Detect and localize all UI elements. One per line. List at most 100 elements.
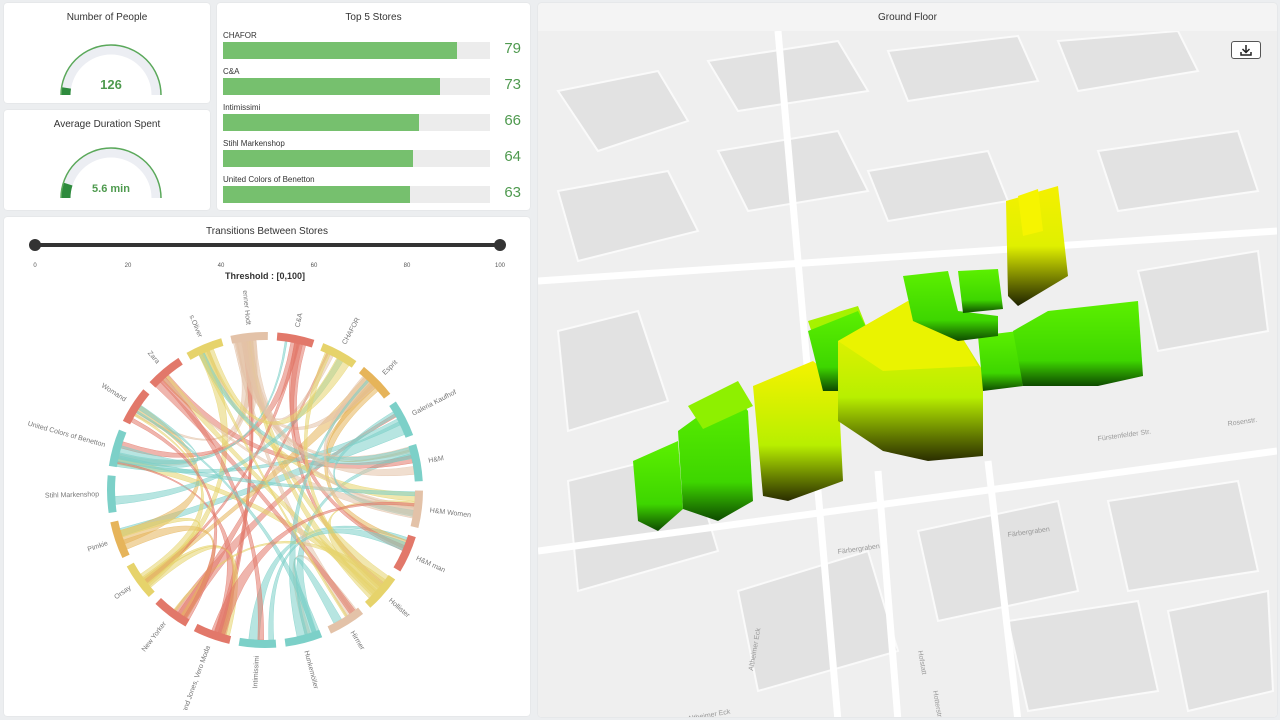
chord-store-label: H&M man (415, 555, 446, 574)
slider-tick-label: 60 (310, 263, 318, 269)
chord-group-arc[interactable] (122, 389, 150, 425)
top-stores-panel: Top 5 Stores CHAFOR 79 C&A 73 Intimissim… (217, 3, 530, 210)
chord-store-label: Esprit (381, 359, 399, 377)
duration-panel: Average Duration Spent 5.6 min (4, 110, 210, 210)
chord-store-label: Hollister (387, 597, 411, 619)
store-bar-label: Stihl Markenshop (223, 139, 285, 148)
heatmap-buildings[interactable] (633, 186, 1143, 531)
chord-group-arc[interactable] (389, 401, 414, 438)
store-bar-label: Intimissimi (223, 103, 261, 112)
chord-group-arc[interactable] (155, 598, 190, 627)
people-gauge-fill (61, 87, 72, 96)
threshold-slider-max-handle[interactable] (494, 239, 506, 251)
store-bar-row[interactable]: C&A 73 (223, 67, 521, 101)
chord-group-arc[interactable] (230, 332, 268, 344)
chord-store-label: Jack and Jones, Vero Moda (176, 645, 212, 710)
store-bar-fill (223, 114, 419, 131)
threshold-slider-min-handle[interactable] (29, 239, 41, 251)
slider-tick-label: 0 (33, 263, 37, 269)
chord-store-label: Hunkemöller (302, 650, 319, 690)
people-count-panel: Number of People 126 (4, 3, 210, 103)
chord-store-label: New Yorker (141, 620, 169, 653)
chord-store-label: Womand (100, 382, 127, 403)
duration-gauge-fill (61, 182, 73, 199)
store-bar-row[interactable]: United Colors of Benetton 63 (223, 175, 521, 209)
chord-store-label: Stihl Markenshop (45, 491, 99, 499)
chord-group-arc[interactable] (364, 574, 396, 608)
transitions-title: Transitions Between Stores (206, 226, 328, 237)
chord-group-arc[interactable] (393, 534, 416, 572)
people-count-value: 126 (100, 77, 122, 92)
chord-group-arc[interactable] (276, 332, 315, 348)
map-panel: Ground Floor (538, 3, 1277, 717)
people-gauge-outline (60, 44, 162, 96)
people-gauge: 126 (60, 44, 162, 96)
duration-gauge: 5.6 min (60, 147, 162, 199)
chord-group-arc[interactable] (107, 475, 117, 513)
download-icon (1240, 45, 1252, 56)
store-bar-track (223, 186, 490, 203)
chord-group-arc[interactable] (408, 443, 423, 482)
duration-gauge-outline (60, 147, 162, 199)
chord-store-label: Hirmer (348, 630, 365, 652)
store-bar-track (223, 150, 490, 167)
store-bar-value: 66 (504, 112, 521, 129)
chord-group-arc[interactable] (110, 520, 130, 559)
chord-store-label: Intimissimi (252, 655, 261, 688)
store-bar-label: C&A (223, 67, 240, 76)
store-bar-fill (223, 78, 440, 95)
store-bar-track (223, 42, 490, 59)
store-bar-row[interactable]: CHAFOR 79 (223, 31, 521, 65)
transitions-chord-diagram[interactable]: s.Oliver Brenner Hodt C&A CHAFOR Esprit Galer… (0, 290, 530, 710)
chord-group-arc[interactable] (193, 623, 232, 644)
threshold-slider-track[interactable] (35, 243, 500, 247)
threshold-label: Threshold : [0,100] (224, 271, 305, 281)
chord-group-arc[interactable] (149, 357, 183, 388)
download-button[interactable] (1231, 41, 1261, 59)
street-label: Hofstatt (916, 650, 927, 675)
chord-group-arc[interactable] (320, 343, 357, 368)
map-title: Ground Floor (878, 12, 937, 23)
street-label: Altheimer Eck (687, 708, 731, 717)
people-gauge-track (61, 45, 161, 96)
chord-store-label: Zara (146, 350, 161, 366)
store-bar-fill (223, 186, 410, 203)
chord-store-label: Pimkie (87, 540, 109, 553)
duration-gauge-track (61, 148, 161, 199)
street-label: Rosenstr. (1227, 417, 1257, 428)
people-count-title: Number of People (66, 12, 148, 23)
chord-store-label: CHAFOR (341, 317, 361, 346)
chord-ribbons (114, 339, 416, 641)
store-bar-track (223, 114, 490, 131)
store-bar-row[interactable]: Intimissimi 66 (223, 103, 521, 137)
chord-group-arc[interactable] (284, 629, 323, 647)
chord-group-arc[interactable] (238, 637, 277, 648)
slider-tick-label: 100 (494, 263, 506, 269)
top-stores-title: Top 5 Stores (345, 12, 402, 23)
duration-value: 5.6 min (92, 183, 130, 195)
slider-tick-label: 40 (217, 263, 225, 269)
chord-store-label: United Colors of Benetton (27, 421, 106, 449)
store-bar-label: United Colors of Benetton (223, 175, 315, 184)
chord-group-arc[interactable] (108, 429, 127, 468)
slider-tick-label: 80 (403, 263, 411, 269)
store-bar-row[interactable]: Stihl Markenshop 64 (223, 139, 521, 173)
chord-group-arc[interactable] (186, 338, 224, 360)
duration-title: Average Duration Spent (53, 119, 161, 130)
slider-tick-label: 20 (124, 263, 132, 269)
chord-ribbon[interactable] (130, 418, 218, 620)
chord-group-arc[interactable] (358, 366, 391, 399)
chord-store-label: Galeria Kaufhof (411, 389, 458, 418)
chord-group-arc[interactable] (126, 562, 155, 598)
store-bar-fill (223, 42, 458, 59)
map-view[interactable]: Färbergraben Färbergraben Fürstenfelder … (538, 31, 1277, 717)
chord-group-arc[interactable] (327, 607, 364, 634)
store-bar-value: 63 (504, 184, 521, 201)
store-bar-value: 64 (504, 148, 521, 165)
chord-group-arc[interactable] (410, 490, 423, 528)
chord-ribbon[interactable] (304, 352, 383, 589)
chord-store-label: H&M (428, 455, 445, 465)
chord-store-label: H&M Women (429, 507, 471, 519)
chord-store-label: C&A (295, 312, 305, 328)
chord-store-label: Orsay (113, 584, 133, 601)
